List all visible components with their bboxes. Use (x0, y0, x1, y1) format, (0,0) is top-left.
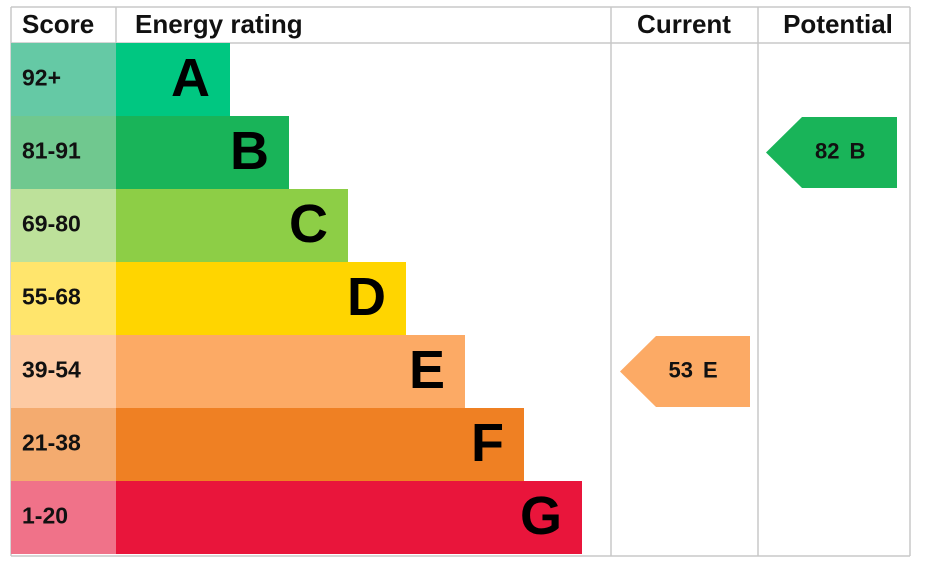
rating-arrow (620, 336, 750, 407)
header: Score (22, 9, 94, 39)
rating-arrow (766, 117, 897, 188)
score-range: 69-80 (22, 211, 81, 237)
band-letter: E (409, 340, 445, 400)
score-range: 39-54 (22, 357, 81, 383)
score-range: 81-91 (22, 138, 81, 164)
score-cell (11, 43, 116, 116)
band-letter: A (171, 48, 210, 108)
rating-value: 82 (815, 138, 839, 163)
rating-band: E (703, 357, 718, 382)
score-cell (11, 189, 116, 262)
score-range: 92+ (22, 65, 61, 91)
band-bar (116, 335, 465, 408)
rating-band: B (850, 138, 866, 163)
band-letter: C (289, 194, 328, 254)
header: Energy rating (135, 9, 303, 39)
score-range: 21-38 (22, 430, 81, 456)
band-letter: B (230, 121, 269, 181)
band-bar (116, 43, 230, 116)
band-letter: F (471, 413, 504, 473)
band-letter: G (520, 486, 562, 546)
score-cell (11, 335, 116, 408)
band-bar (116, 262, 406, 335)
score-cell (11, 262, 116, 335)
band-bar (116, 481, 582, 554)
band-bar (116, 408, 524, 481)
header: Potential (783, 9, 893, 39)
header: Current (637, 9, 731, 39)
band-letter: D (347, 267, 386, 327)
score-cell (11, 116, 116, 189)
score-cell (11, 408, 116, 481)
band-bar (116, 116, 289, 189)
band-bar (116, 189, 348, 262)
score-range: 55-68 (22, 284, 81, 310)
score-cell (11, 481, 116, 554)
rating-value: 53 (669, 357, 693, 382)
score-range: 1-20 (22, 503, 68, 529)
